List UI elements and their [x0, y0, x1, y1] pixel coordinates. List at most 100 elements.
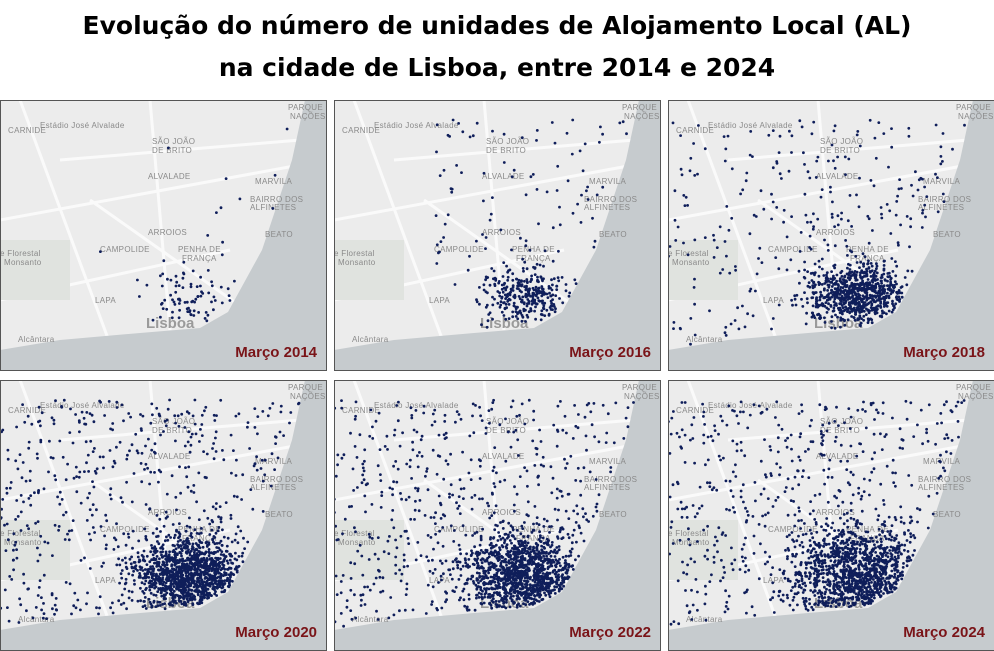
al-unit	[195, 532, 199, 535]
al-unit	[501, 519, 505, 523]
al-unit	[560, 276, 564, 279]
al-unit	[12, 532, 16, 536]
al-unit	[458, 560, 462, 564]
al-unit	[143, 572, 147, 576]
al-unit	[422, 411, 426, 415]
al-unit	[383, 445, 387, 448]
al-unit	[196, 593, 200, 597]
al-unit	[162, 259, 166, 263]
al-unit	[571, 568, 575, 571]
al-unit	[532, 418, 535, 422]
al-unit	[18, 597, 21, 601]
al-unit	[18, 453, 22, 456]
al-unit	[410, 416, 414, 420]
al-unit	[210, 568, 214, 571]
al-unit	[207, 578, 211, 581]
al-unit	[475, 121, 479, 125]
al-unit	[175, 577, 179, 581]
al-unit	[482, 558, 485, 561]
al-unit	[23, 420, 27, 424]
al-unit	[574, 479, 578, 482]
al-unit	[189, 489, 193, 493]
al-unit	[475, 566, 479, 570]
place-label: BAIRRO DOS	[918, 195, 971, 204]
al-unit	[256, 415, 260, 418]
al-unit	[524, 288, 528, 292]
al-unit	[151, 553, 155, 557]
al-unit	[745, 171, 749, 175]
al-unit	[455, 501, 458, 505]
al-unit	[180, 549, 184, 552]
al-unit	[679, 134, 682, 137]
al-unit	[172, 572, 176, 576]
park	[334, 520, 404, 580]
al-unit	[554, 575, 558, 579]
al-unit	[565, 462, 569, 465]
al-unit	[435, 607, 439, 610]
al-unit	[810, 315, 814, 319]
al-unit	[215, 594, 219, 597]
al-unit	[41, 616, 45, 620]
al-unit	[878, 284, 881, 288]
al-unit	[19, 510, 23, 514]
al-unit	[167, 533, 171, 537]
al-unit	[480, 602, 484, 606]
panel-label: Março 2016	[569, 344, 651, 361]
al-unit	[724, 147, 728, 151]
al-unit	[537, 289, 541, 293]
al-unit	[517, 559, 521, 562]
al-unit	[493, 276, 497, 280]
al-unit	[526, 302, 529, 305]
al-unit	[170, 580, 173, 583]
al-unit	[819, 290, 822, 294]
al-unit	[97, 612, 100, 616]
al-unit	[154, 605, 158, 608]
place-label: Lisboa	[814, 315, 863, 332]
al-unit	[419, 554, 423, 557]
al-unit	[162, 571, 166, 574]
al-unit	[726, 134, 730, 138]
al-unit	[184, 582, 188, 586]
al-unit	[864, 313, 868, 316]
al-unit	[185, 537, 189, 540]
al-unit	[520, 556, 524, 560]
al-unit	[157, 575, 161, 578]
al-unit	[858, 266, 861, 269]
al-unit	[520, 559, 524, 563]
al-unit	[725, 254, 728, 258]
street	[352, 100, 456, 371]
al-unit	[188, 561, 192, 565]
al-unit	[178, 465, 181, 469]
al-unit	[480, 565, 483, 568]
al-unit	[22, 500, 25, 504]
al-unit	[214, 507, 218, 511]
al-unit	[459, 567, 463, 571]
al-unit	[482, 567, 485, 570]
al-unit	[430, 600, 434, 603]
al-unit	[811, 313, 815, 317]
al-unit	[506, 582, 510, 586]
al-unit	[548, 531, 551, 534]
al-unit	[712, 256, 716, 259]
al-unit	[207, 543, 211, 546]
al-unit	[191, 556, 195, 559]
al-unit	[479, 549, 483, 552]
al-unit	[229, 513, 233, 517]
al-unit	[387, 616, 391, 620]
al-unit	[159, 587, 163, 590]
al-unit	[843, 274, 847, 278]
place-label: DE BRITO	[152, 146, 192, 155]
place-label: ALVALADE	[482, 452, 525, 461]
al-unit	[572, 509, 576, 513]
al-unit	[266, 414, 270, 418]
al-unit	[525, 278, 529, 281]
al-unit	[492, 269, 496, 273]
al-unit	[551, 259, 555, 263]
al-unit	[222, 582, 226, 586]
al-unit	[857, 205, 861, 209]
al-unit	[894, 260, 897, 263]
al-unit	[19, 494, 23, 497]
al-unit	[559, 526, 563, 530]
al-unit	[474, 404, 477, 407]
al-unit	[555, 496, 559, 500]
